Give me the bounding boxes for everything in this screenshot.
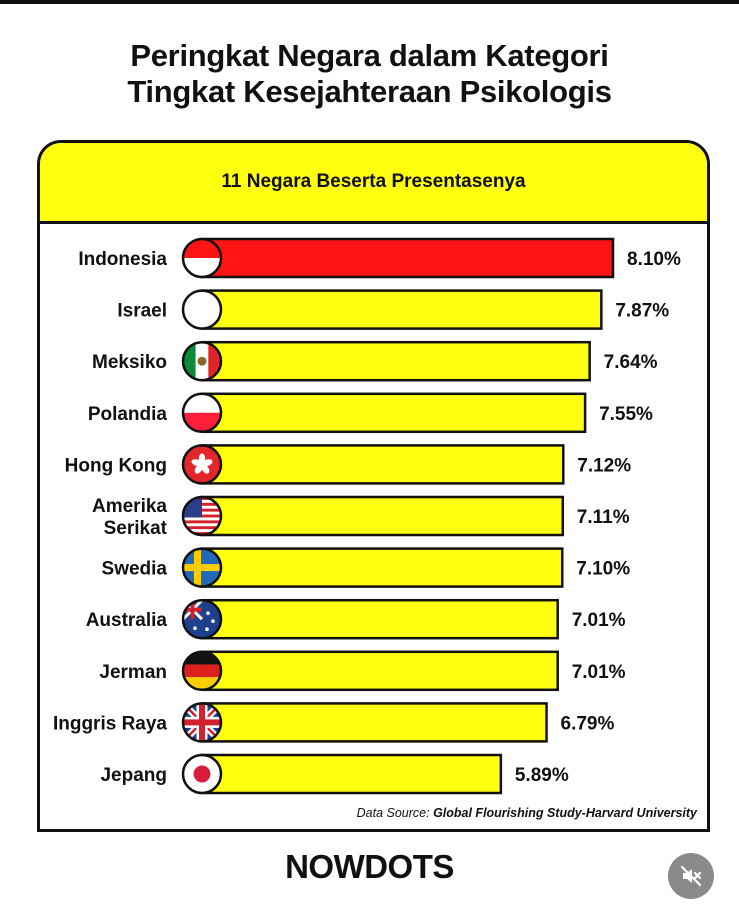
bar-row: Swedia 7.10%: [102, 547, 630, 588]
israel-flag-icon: [181, 289, 223, 330]
value-label: 7.01%: [572, 662, 626, 683]
bar-row: Jepang 5.89%: [100, 753, 569, 795]
japan-flag-icon: [181, 753, 223, 795]
bar-row: Israel 7.87%: [117, 289, 669, 330]
bar: [200, 340, 591, 382]
australia-flag-icon: [181, 598, 223, 640]
speaker-muted-icon: [680, 865, 702, 887]
category-label: Meksiko: [92, 352, 167, 373]
sweden-flag-icon: [181, 547, 223, 588]
chart-header-label: 11 Negara Beserta Presentasenya: [221, 171, 526, 192]
hong-kong-flag-icon: [181, 444, 223, 485]
bar-row: Meksiko 7.64%: [92, 340, 658, 382]
title-line-1: Peringkat Negara dalam Kategori: [130, 38, 609, 73]
bar-chart: Indonesia 8.10% Israel 7.87% Meksiko 7.64% Pol…: [53, 237, 681, 795]
indonesia-flag-icon: [181, 237, 223, 279]
value-label: 8.10%: [627, 249, 681, 270]
bar: [200, 650, 559, 692]
bar-row: Amerika Serikat 7.11%: [92, 495, 630, 539]
category-label: Israel: [117, 301, 167, 322]
bar-row: Hong Kong 7.12%: [65, 444, 631, 485]
chart-header: 11 Negara Beserta Presentasenya: [40, 143, 707, 224]
brand-logo: NOWDOTS: [285, 848, 454, 885]
category-label: Amerika Serikat: [92, 496, 168, 539]
category-label: Jerman: [99, 662, 167, 683]
category-label: Inggris Raya: [53, 713, 167, 734]
category-label: Polandia: [88, 404, 168, 425]
bar: [200, 495, 565, 537]
value-label: 7.10%: [576, 559, 630, 580]
bar-row: Australia 7.01%: [86, 598, 626, 640]
bar: [200, 702, 548, 743]
bar: [200, 392, 587, 434]
bar-row: Indonesia 8.10%: [78, 237, 681, 279]
title-line-2: Tingkat Kesejahteraan Psikologis: [127, 74, 612, 109]
value-label: 5.89%: [515, 765, 569, 786]
value-label: 6.79%: [561, 713, 615, 734]
value-label: 7.55%: [599, 404, 653, 425]
bar: [200, 444, 565, 485]
value-label: 7.87%: [615, 301, 669, 322]
bar-row: Polandia 7.55%: [88, 392, 653, 434]
bar: [200, 289, 603, 330]
value-label: 7.64%: [604, 352, 658, 373]
category-label: Swedia: [102, 559, 168, 580]
category-label: Hong Kong: [65, 455, 167, 476]
data-source: Data Source: Global Flourishing Study-Ha…: [357, 806, 697, 820]
page-title: Peringkat Negara dalam Kategori Tingkat …: [0, 38, 739, 110]
germany-flag-icon: [181, 650, 223, 692]
data-source-name: Global Flourishing Study-Harvard Univers…: [433, 806, 697, 820]
bar-row: Inggris Raya 6.79%: [53, 702, 615, 743]
bar-row: Jerman 7.01%: [99, 650, 626, 692]
poland-flag-icon: [181, 392, 223, 434]
value-label: 7.12%: [577, 455, 631, 476]
bar: [200, 237, 615, 279]
mexico-flag-icon: [181, 340, 223, 382]
usa-flag-icon: [181, 495, 223, 537]
uk-flag-icon: [181, 702, 223, 743]
bar: [200, 547, 564, 588]
value-label: 7.11%: [577, 507, 630, 528]
value-label: 7.01%: [572, 610, 626, 631]
bar: [200, 598, 559, 640]
category-label: Indonesia: [78, 249, 167, 270]
chart-card: 11 Negara Beserta Presentasenya Indonesi…: [37, 140, 710, 832]
category-label: Jepang: [100, 765, 167, 786]
top-rule: [0, 0, 739, 4]
category-label: Australia: [86, 610, 168, 631]
bar: [200, 753, 503, 795]
mute-button[interactable]: [668, 853, 714, 899]
data-source-prefix: Data Source:: [356, 806, 434, 820]
